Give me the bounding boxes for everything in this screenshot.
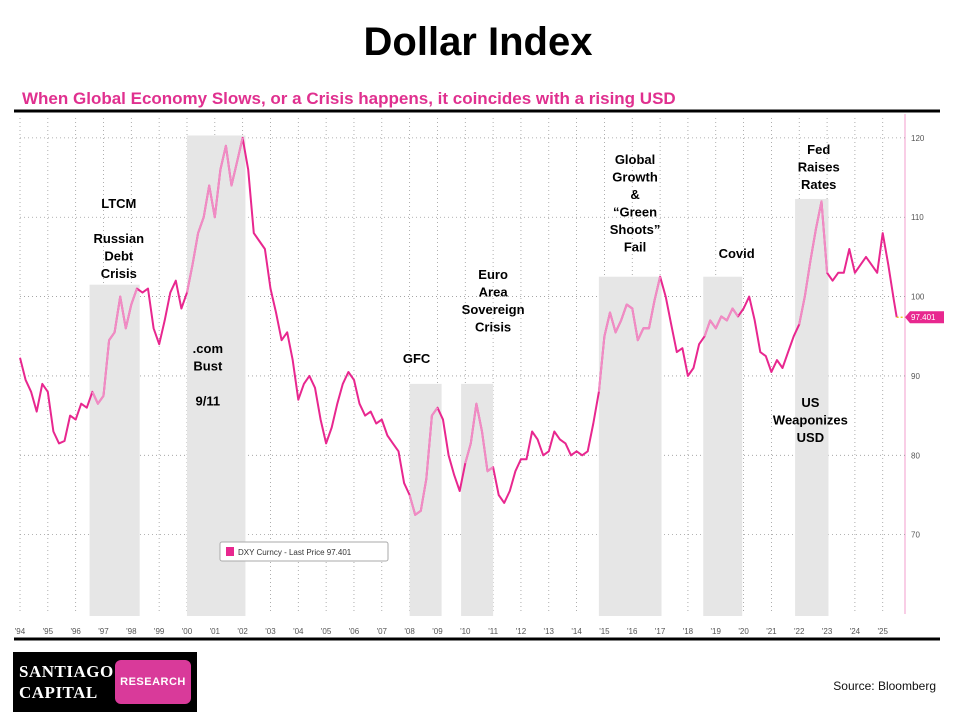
logo-wordmark: Santiago Capital: [19, 661, 114, 703]
crisis-label: Rates: [801, 177, 836, 192]
y-tick-label: 90: [911, 372, 920, 381]
x-tick-label: '06: [349, 627, 360, 636]
crisis-label: Russian: [94, 231, 145, 246]
crisis-label: Shoots”: [610, 222, 661, 237]
crisis-band: [703, 276, 743, 616]
x-tick-label: '17: [655, 627, 666, 636]
x-tick-label: '94: [15, 627, 26, 636]
annotation-label: Weaponizes: [773, 413, 848, 428]
y-tick-label: 120: [911, 134, 925, 143]
crisis-band: [598, 276, 662, 616]
source-note: Source: Bloomberg: [833, 679, 936, 693]
crisis-label: Bust: [193, 359, 223, 374]
x-tick-label: '99: [154, 627, 165, 636]
crisis-label: Crisis: [101, 266, 137, 281]
x-tick-label: '97: [98, 627, 109, 636]
x-tick-label: '23: [822, 627, 833, 636]
crisis-band: [795, 198, 829, 617]
last-price-tag: [905, 311, 944, 324]
x-tick-label: '08: [404, 627, 415, 636]
x-tick-label: '09: [432, 627, 443, 636]
x-tick-label: '24: [850, 627, 861, 636]
y-tick-label: 110: [911, 213, 924, 222]
x-tick-label: '21: [766, 627, 777, 636]
chart-subtitle: When Global Economy Slows, or a Crisis h…: [22, 89, 676, 108]
crisis-label: &: [630, 187, 639, 202]
santiago-capital-logo: Santiago Capital RESEARCH: [13, 652, 197, 712]
x-tick-label: '20: [738, 627, 749, 636]
dxy-price-line-in-band: [597, 276, 662, 392]
crisis-label: Debt: [104, 249, 134, 264]
x-tick-label: '19: [711, 627, 722, 636]
x-tick-label: '98: [126, 627, 137, 636]
logo-line-2: Capital: [19, 683, 98, 702]
x-tick-label: '00: [182, 627, 193, 636]
crisis-label: GFC: [403, 351, 431, 366]
crisis-label: Crisis: [475, 320, 511, 335]
logo-line-1: Santiago: [19, 662, 114, 681]
crisis-label: LTCM: [101, 196, 136, 211]
legend-swatch: [226, 547, 234, 556]
dxy-price-line-in-band: [186, 137, 244, 293]
page-title: Dollar Index: [363, 20, 593, 64]
crisis-label: Euro: [478, 267, 508, 282]
crisis-label: Sovereign: [462, 302, 525, 317]
x-tick-label: '02: [237, 627, 248, 636]
y-tick-label: 100: [911, 293, 925, 302]
crisis-label: Raises: [798, 160, 840, 175]
x-tick-label: '01: [210, 627, 221, 636]
dxy-price-line-in-band: [798, 200, 829, 325]
legend-box: [219, 541, 389, 562]
dxy-price-line-in-band: [703, 307, 739, 337]
x-tick-label: '12: [516, 627, 527, 636]
crisis-label: “Green: [613, 205, 657, 220]
dxy-price-line-in-band: [464, 402, 494, 473]
annotation-label: USD: [797, 430, 824, 445]
annotation-label: US: [801, 395, 819, 410]
crisis-label: Global: [615, 152, 655, 167]
x-tick-label: '95: [43, 627, 54, 636]
x-tick-label: '18: [683, 627, 694, 636]
y-tick-label: 70: [911, 531, 920, 540]
x-tick-label: '05: [321, 627, 332, 636]
crisis-label: Area: [479, 285, 509, 300]
x-tick-label: '16: [627, 627, 638, 636]
y-tick-label: 80: [911, 451, 920, 460]
dxy-price-line: [19, 136, 898, 516]
crisis-band: [89, 284, 140, 616]
crisis-label: Fed: [807, 142, 830, 157]
crisis-band: [186, 135, 246, 616]
crisis-label: Fail: [624, 240, 646, 255]
legend-label: DXY Curncy - Last Price 97.401: [238, 548, 352, 557]
x-tick-label: '15: [599, 627, 610, 636]
x-tick-label: '04: [293, 627, 304, 636]
crisis-label: Covid: [719, 246, 755, 261]
x-tick-label: '25: [878, 627, 889, 636]
crisis-label: 9/11: [196, 394, 221, 409]
x-tick-label: '13: [544, 627, 555, 636]
crisis-label: .com: [193, 341, 223, 356]
research-badge: RESEARCH: [115, 660, 191, 704]
dxy-price-line-in-band: [408, 407, 439, 516]
crisis-band: [409, 383, 442, 616]
crisis-band: [461, 383, 494, 616]
x-tick-label: '11: [488, 627, 498, 636]
x-tick-label: '07: [377, 627, 388, 636]
x-tick-label: '22: [794, 627, 805, 636]
x-tick-label: '96: [70, 627, 81, 636]
x-tick-label: '10: [460, 627, 471, 636]
last-price-tag-label: 97.401: [911, 313, 936, 322]
dxy-price-line-in-band: [91, 288, 138, 405]
x-tick-label: '14: [571, 627, 582, 636]
crisis-label: Growth: [612, 170, 658, 185]
x-tick-label: '03: [265, 627, 276, 636]
